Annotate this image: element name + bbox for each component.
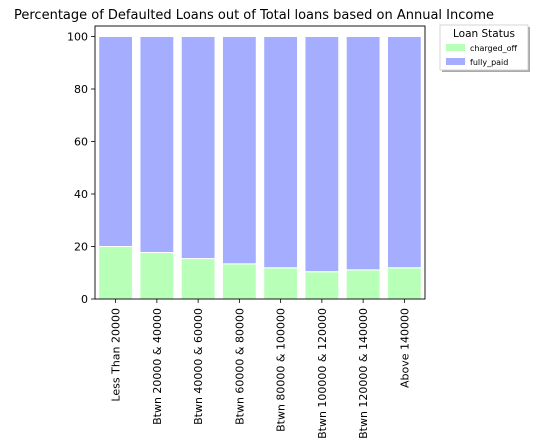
y-tick-label: 80 [74,83,88,96]
y-tick-label: 100 [67,31,88,44]
x-tick-label: Btwn 100000 & 120000 [316,308,329,439]
bar-fully_paid-1 [139,36,175,254]
bar-fully_paid-0 [98,36,134,247]
legend-swatch-fully_paid [446,58,465,65]
legend: Loan Status charged_off fully_paid [439,24,530,72]
bar-fully_paid-5 [304,36,340,273]
legend-title: Loan Status [453,28,515,40]
x-tick-label: Btwn 20000 & 40000 [151,308,164,425]
x-axis: Less Than 20000 Btwn 20000 & 40000 Btwn 40… [110,299,411,439]
chart-title: Percentage of Defaulted Loans out of Tot… [14,8,494,23]
x-tick-label: Above 140000 [398,308,411,388]
bar-charged_off-7 [386,267,422,300]
x-tick-label: Btwn 60000 & 80000 [233,308,246,425]
plot-frame [94,25,426,300]
x-tick-label: Btwn 120000 & 140000 [357,308,370,439]
bar-fully_paid-3 [221,36,257,265]
legend-label-charged_off: charged_off [470,44,517,53]
y-tick-label: 0 [81,293,88,306]
bar-charged_off-3 [221,263,257,300]
bar-charged_off-6 [345,269,381,300]
bar-fully_paid-7 [386,36,422,269]
bars-group [98,36,422,300]
x-tick-label: Less Than 20000 [110,308,123,402]
bar-charged_off-5 [304,271,340,300]
bar-charged_off-4 [263,267,299,300]
bar-charged_off-2 [180,258,216,300]
bar-fully_paid-2 [180,36,216,260]
legend-label-fully_paid: fully_paid [470,58,508,67]
x-tick-label: Btwn 80000 & 100000 [275,308,288,432]
legend-swatch-charged_off [446,44,465,51]
y-axis: 0 20 40 60 80 100 [67,31,95,306]
y-tick-label: 60 [74,136,88,149]
bar-fully_paid-6 [345,36,381,271]
bar-charged_off-0 [98,246,134,300]
bar-fully_paid-4 [263,36,299,269]
bar-charged_off-1 [139,252,175,300]
x-tick-label: Btwn 40000 & 60000 [192,308,205,425]
y-tick-label: 40 [74,188,88,201]
y-tick-label: 20 [74,241,88,254]
